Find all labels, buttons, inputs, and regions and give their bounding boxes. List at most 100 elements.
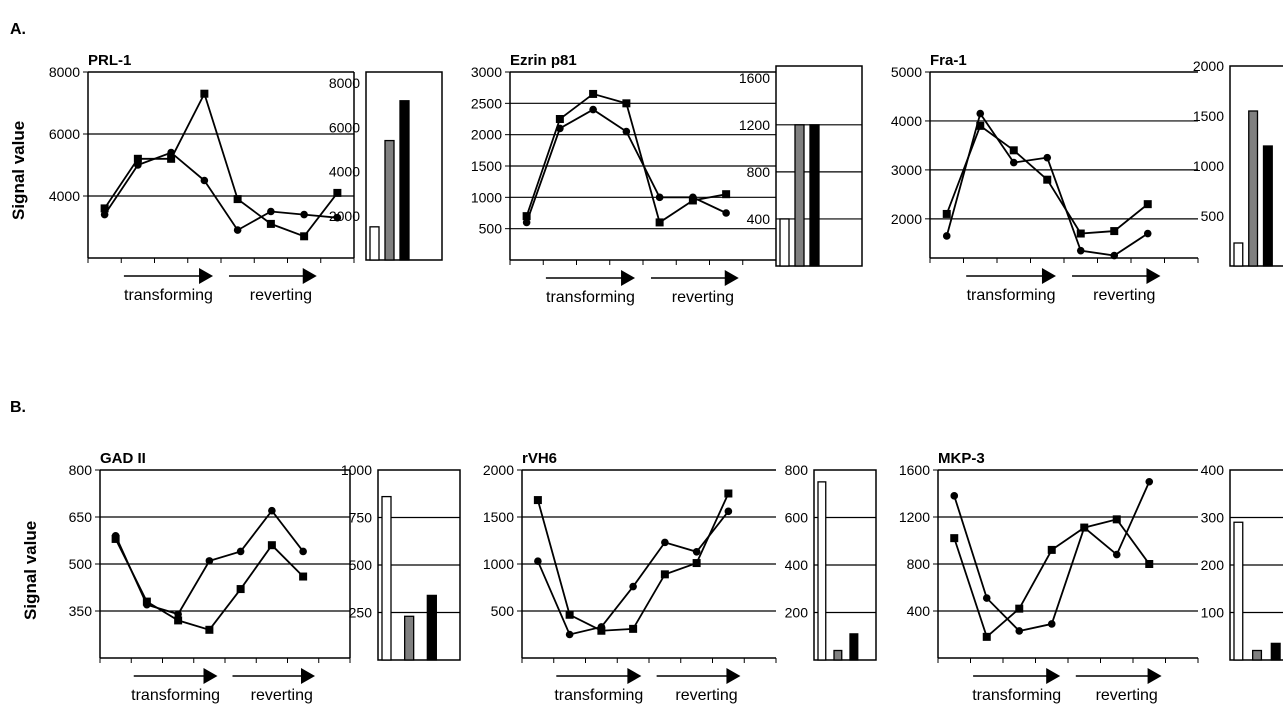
bar-black <box>426 594 437 661</box>
data-point-square <box>533 496 542 505</box>
data-point-square <box>200 89 209 98</box>
data-point-square <box>1112 515 1121 524</box>
line-chart-ezrin-p81: 500 1000 1500 2000 2500 3000 Ezrin p81 transfor… <box>471 52 777 306</box>
data-point-square <box>1043 175 1052 184</box>
data-point-square <box>622 99 631 108</box>
transforming-arrow-head <box>199 268 214 284</box>
bar-chart-2: 500 1000 1500 2000 <box>1193 58 1283 267</box>
data-point-square <box>660 570 669 579</box>
bar-chart-4: 200 400 600 800 <box>785 462 877 661</box>
data-point-circle <box>522 218 531 227</box>
data-point-square <box>1076 229 1085 238</box>
series-line-circle <box>103 151 338 232</box>
y-tick-label: 1000 <box>341 462 372 478</box>
transforming-arrow-head <box>1041 268 1056 284</box>
y-tick-label: 1600 <box>899 462 930 478</box>
y-tick-label: 4000 <box>329 164 360 180</box>
chart-title: GAD II <box>100 450 146 467</box>
y-tick-label: 400 <box>747 211 771 227</box>
y-tick-label: 600 <box>785 510 809 526</box>
data-point-circle <box>267 207 275 216</box>
y-tick-label: 3000 <box>471 64 502 80</box>
data-point-circle <box>268 506 276 515</box>
y-tick-label: 1200 <box>899 509 930 525</box>
y-tick-label: 250 <box>349 605 373 621</box>
bar-chart-1: 400 800 1200 1600 <box>739 65 863 267</box>
data-point-circle <box>205 557 214 565</box>
y-tick-label: 2000 <box>1193 58 1224 74</box>
y-tick-label: 400 <box>1201 462 1225 478</box>
data-point-square <box>1015 604 1024 613</box>
data-point-circle <box>1009 158 1018 167</box>
data-point-square <box>724 489 733 498</box>
data-point-square <box>655 218 664 227</box>
y-tick-label: 8000 <box>329 75 360 91</box>
y-tick-label: 2000 <box>471 127 502 143</box>
bar-chart-5: 100 200 300 400 <box>1201 462 1283 661</box>
y-tick-label: 300 <box>1201 510 1225 526</box>
data-point-square <box>722 190 731 199</box>
transforming-arrow-head <box>1046 668 1061 684</box>
data-point-square <box>236 585 245 594</box>
reverting-arrow-head <box>726 668 741 684</box>
reverting-label: reverting <box>251 687 313 704</box>
data-point-square <box>950 534 959 543</box>
transforming-label: transforming <box>554 687 643 704</box>
transforming-label: transforming <box>967 287 1056 304</box>
reverting-label: reverting <box>1096 687 1158 704</box>
data-point-square <box>266 219 275 228</box>
data-point-square <box>1143 200 1152 209</box>
data-point-square <box>1009 146 1018 155</box>
data-point-circle <box>982 594 991 602</box>
bar-gray <box>1248 110 1259 267</box>
line-chart-gad-ii: 350 500 650 800 GAD II transforming reverting <box>69 450 351 704</box>
bar-gray <box>404 615 415 661</box>
data-point-circle <box>1143 229 1152 238</box>
data-point-circle <box>942 232 951 240</box>
reverting-arrow-head <box>1146 268 1161 284</box>
y-tick-label: 100 <box>1201 605 1225 621</box>
data-point-square <box>976 121 985 130</box>
section-a-label: A. <box>10 21 26 38</box>
data-point-circle <box>300 210 308 219</box>
y-tick-label: 500 <box>349 557 373 573</box>
reverting-label: reverting <box>1093 287 1155 304</box>
transforming-arrow-head <box>621 270 636 286</box>
data-point-square <box>233 195 242 204</box>
data-point-square <box>299 572 308 581</box>
y-tick-label: 2000 <box>329 208 360 224</box>
y-tick-label: 800 <box>785 462 809 478</box>
bar-white <box>381 495 392 661</box>
chart-title: Fra-1 <box>930 52 967 69</box>
data-point-circle <box>143 600 151 609</box>
line-chart-prl-1: 4000 6000 8000 PRL-1 transforming reverting <box>49 52 355 304</box>
y-tick-label: 400 <box>785 557 809 573</box>
data-point-circle <box>1145 477 1154 486</box>
y-tick-label: 1600 <box>739 70 770 86</box>
y-tick-label: 2500 <box>471 95 502 111</box>
bar-gray <box>1252 649 1263 661</box>
data-point-square <box>629 624 638 633</box>
data-point-circle <box>236 547 245 556</box>
reverting-arrow-head <box>1147 668 1162 684</box>
y-tick-label: 350 <box>69 603 93 619</box>
data-point-circle <box>724 507 733 516</box>
data-point-circle <box>950 492 959 500</box>
bar-white <box>779 218 790 267</box>
y-tick-label: 3000 <box>891 162 922 178</box>
chart-title: PRL-1 <box>88 52 131 69</box>
y-tick-label: 500 <box>69 556 93 572</box>
data-point-circle <box>1080 523 1089 532</box>
data-point-square <box>205 625 214 634</box>
y-tick-label: 750 <box>349 510 373 526</box>
transforming-label: transforming <box>124 287 213 304</box>
data-point-circle <box>565 630 574 639</box>
data-point-circle <box>622 127 631 136</box>
y-tick-label: 1200 <box>739 117 770 133</box>
y-tick-label: 2000 <box>891 211 922 227</box>
y-tick-label: 500 <box>491 603 515 619</box>
bar-black <box>1262 145 1273 267</box>
y-tick-label: 6000 <box>49 126 80 142</box>
data-point-circle <box>534 557 542 565</box>
y-tick-label: 1500 <box>1193 108 1224 124</box>
